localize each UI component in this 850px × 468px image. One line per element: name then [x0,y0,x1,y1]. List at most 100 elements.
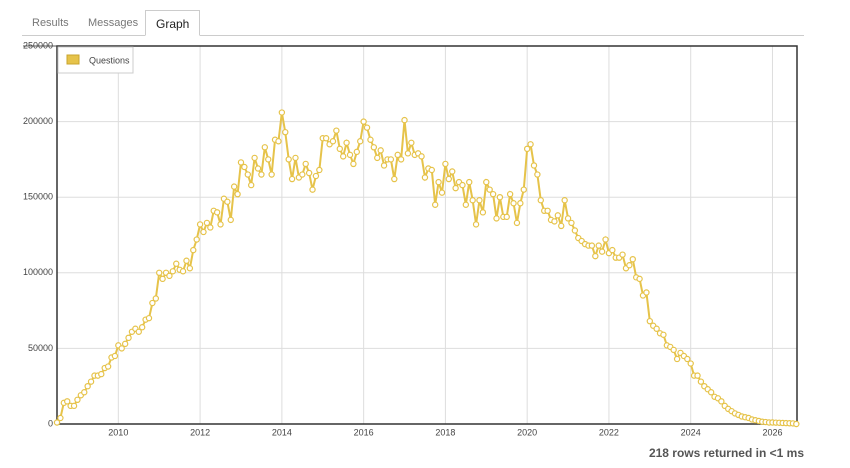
data-point [449,168,456,175]
data-point [506,190,514,198]
data-point [421,174,429,181]
tab-bar: Results Messages Graph [22,10,804,36]
data-point [339,153,347,160]
x-tick-label: 2022 [599,427,619,437]
data-point [333,127,340,134]
data-point [660,331,667,338]
data-point [244,171,252,178]
data-point [466,178,473,186]
data-point [207,224,214,231]
data-point [74,396,81,404]
data-point [346,151,354,159]
data-point [670,346,677,354]
data-point [391,175,398,183]
data-point [602,236,609,243]
data-point [166,272,173,280]
data-point [510,200,517,207]
data-point [343,139,350,146]
data-point [472,221,480,228]
data-point [254,165,262,172]
data-point [646,317,654,325]
data-point [299,171,306,178]
data-point [224,198,231,205]
data-point [476,197,483,204]
data-point [193,236,200,243]
data-point [111,352,119,360]
data-point [387,156,395,163]
data-point [241,163,248,171]
data-point [377,147,384,154]
data-point [145,314,153,322]
data-point [486,186,493,193]
data-point [445,175,452,183]
tab[interactable]: Results [32,17,69,29]
data-point [87,378,95,385]
data-point [285,156,292,163]
data-point [653,325,660,332]
data-point [363,124,371,131]
y-tick-label: 100000 [23,267,53,277]
data-point [493,215,500,222]
data-point [431,201,439,208]
data-point [237,159,245,166]
data-point [360,118,367,125]
data-point [462,201,470,208]
data-point [64,398,71,405]
data-point [305,169,313,177]
data-point [251,154,258,162]
data-point [125,334,132,342]
data-point [673,355,681,363]
data-point [121,340,129,348]
data-point [159,275,166,283]
y-tick-label: 0 [48,418,53,428]
x-tick-label: 2020 [517,427,537,437]
data-point [408,139,415,146]
data-point [57,414,64,422]
data-point [394,151,401,159]
tab-active[interactable]: Graph [145,10,201,36]
data-point [265,156,272,163]
data-point [544,207,551,215]
data-point [520,186,527,193]
data-point [227,216,234,224]
data-point [626,262,633,269]
data-point [636,275,643,283]
data-point [718,398,725,405]
data-point [329,138,337,145]
data-point [489,190,497,198]
plot-border [56,45,798,425]
data-point [401,116,408,124]
data-point [350,160,357,168]
data-point [258,171,265,178]
data-point [609,246,616,254]
data-point [513,219,521,227]
data-point [397,156,405,163]
data-point [554,212,562,219]
chart: 0 50000 100000 150000 200000 250000 2010 2012 20… [23,40,800,437]
data-point [629,255,636,263]
data-point [213,209,221,216]
data-point [183,257,190,264]
x-tick-label: 2014 [272,427,292,437]
data-point [247,181,255,189]
data-point [530,162,538,169]
data-point [592,252,599,260]
data-point [261,144,269,151]
data-point [353,148,361,156]
data-point [643,289,650,296]
legend-label: Questions [89,55,130,65]
data-point [694,372,701,379]
tab[interactable]: Messages [88,17,139,29]
data-point [138,324,146,331]
data-point [452,184,459,192]
data-point [268,171,275,178]
data-point [469,197,476,204]
data-point [336,145,343,153]
data-point [196,221,204,228]
data-point [404,150,412,157]
data-point [288,175,296,183]
data-point [534,171,541,178]
data-point [309,186,316,193]
data-point [571,227,579,234]
